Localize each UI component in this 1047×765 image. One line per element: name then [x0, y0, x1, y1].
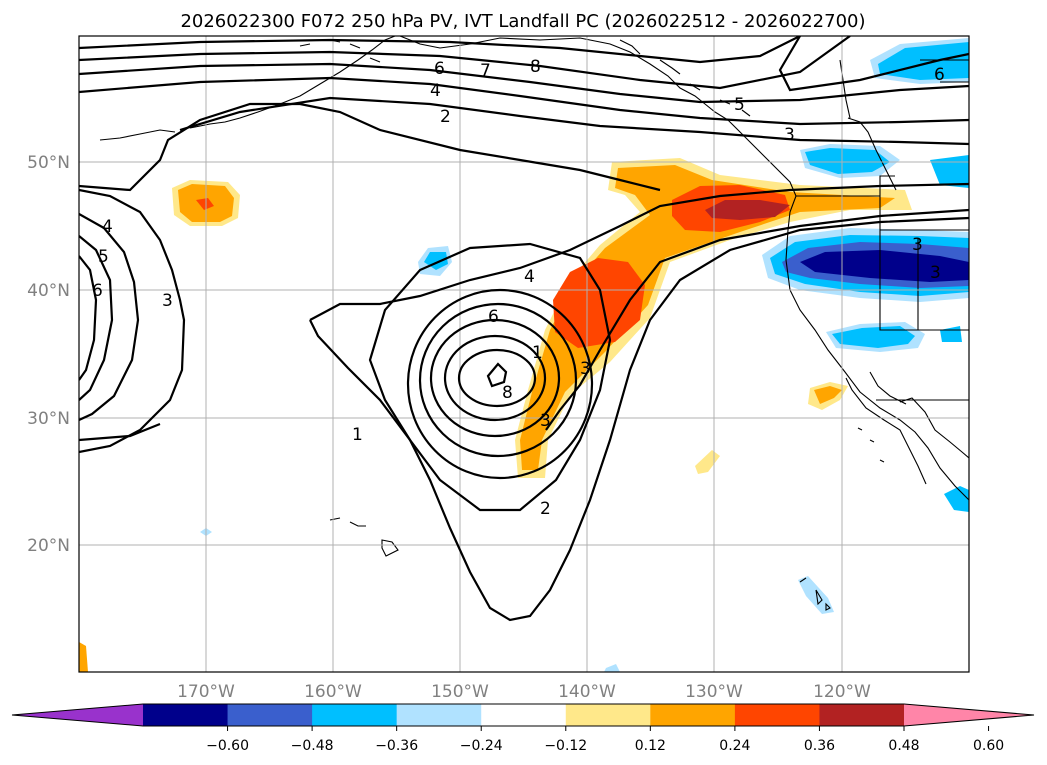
contour-label: 3 [580, 359, 591, 379]
colorbar-segment [734, 704, 820, 726]
lat-tick-labels: 50°N 40°N 30°N 20°N [27, 153, 70, 556]
lon-tick-label: 120°W [813, 682, 871, 702]
lon-tick-label: 170°W [177, 682, 235, 702]
contour-label: 3 [162, 291, 173, 311]
lat-tick-label: 20°N [27, 536, 70, 556]
lat-tick-label: 30°N [27, 409, 70, 429]
lon-tick-label: 140°W [558, 682, 616, 702]
colorbar-tick-label: −0.48 [291, 738, 334, 754]
pv-contours [79, 36, 969, 622]
colorbar-segment [819, 704, 905, 726]
lon-tick-label: 160°W [304, 682, 362, 702]
contour-label: 3 [540, 411, 551, 431]
lon-tick-label: 130°W [685, 682, 743, 702]
colorbar-tick-label: 0.60 [973, 738, 1004, 754]
contour-label: 2 [540, 499, 551, 519]
lon-tick-label: 150°W [431, 682, 489, 702]
colorbar-tick-label: 0.48 [888, 738, 919, 754]
contour-label: 1 [532, 343, 543, 363]
colorbar-segment [143, 704, 229, 726]
colorbar-segment [312, 704, 398, 726]
colorbar-tick-label: −0.36 [375, 738, 418, 754]
colorbar-segment [227, 704, 313, 726]
colorbar-segment [481, 704, 567, 726]
lon-tick-labels: 170°W 160°W 150°W 140°W 130°W 120°W [177, 682, 871, 702]
colorbar-tick-label: 0.24 [719, 738, 750, 754]
contour-label: 7 [480, 61, 491, 81]
colorbar-tick-label: −0.60 [206, 738, 249, 754]
map-panel: 6 7 8 4 2 5 3 3 4 5 6 3 4 6 1 8 1 3 5 2 … [78, 35, 970, 673]
lat-tick-label: 50°N [27, 153, 70, 173]
contour-label: 3 [930, 263, 941, 283]
colorbar: −0.60 −0.48 −0.36 −0.24 −0.12 0.12 0.24 0.36 0.4… [11, 703, 1035, 754]
colorbar-segment [650, 704, 736, 726]
colorbar-tick-label: 0.36 [804, 738, 835, 754]
colorbar-tick-label: −0.12 [544, 738, 587, 754]
colorbar-extend-high [904, 704, 1034, 726]
colorbar-tick-label: 0.12 [635, 738, 666, 754]
lat-tick-label: 40°N [27, 281, 70, 301]
contour-label: 2 [440, 107, 451, 127]
contour-label: 5 [734, 95, 745, 115]
colorbar-tick-label: −0.24 [460, 738, 503, 754]
contour-label: 4 [102, 217, 113, 237]
contour-label: 3 [784, 125, 795, 145]
contour-label: 8 [502, 383, 513, 403]
contour-label: 5 [98, 247, 109, 267]
contour-label: 4 [430, 81, 441, 101]
map-title: 2026022300 F072 250 hPa PV, IVT Landfall… [180, 11, 865, 32]
contour-label: 1 [352, 425, 363, 445]
colorbar-segment [396, 704, 482, 726]
contour-labels: 6 7 8 4 2 5 3 3 4 5 6 3 4 6 1 8 1 3 5 2 … [92, 57, 945, 519]
contour-label: 4 [524, 267, 535, 287]
contour-label: 3 [912, 235, 923, 255]
contour-label: 6 [934, 65, 945, 85]
colorbar-extend-low [12, 704, 143, 726]
colorbar-segment [565, 704, 651, 726]
contour-label: 6 [434, 59, 445, 79]
contour-label: 6 [92, 281, 103, 301]
contour-label: 6 [488, 307, 499, 327]
contour-label: 8 [530, 57, 541, 77]
